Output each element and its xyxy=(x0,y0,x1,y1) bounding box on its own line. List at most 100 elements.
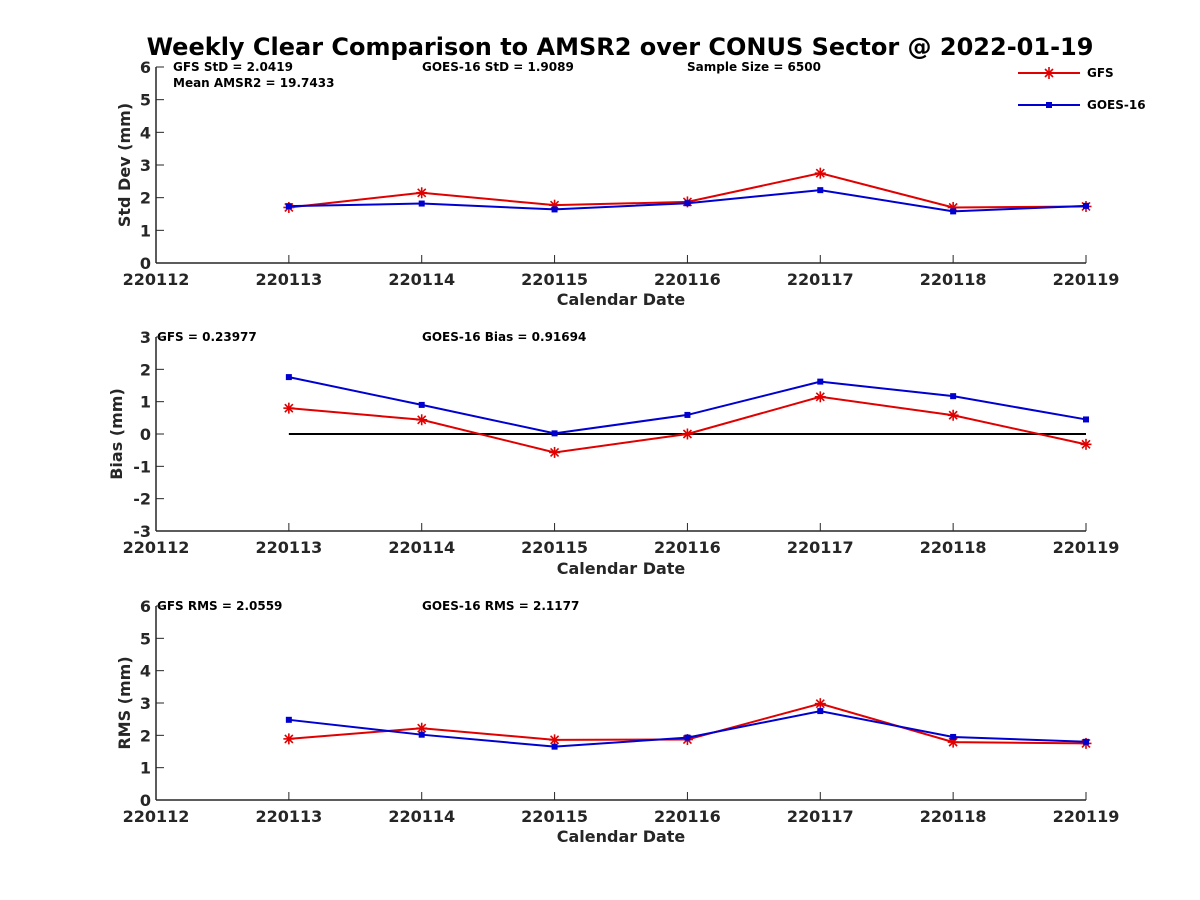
data-point-goes-16 xyxy=(950,393,957,400)
x-tick-label: 220117 xyxy=(787,538,854,557)
x-tick-label: 220116 xyxy=(654,807,721,826)
y-tick-label: -3 xyxy=(133,522,151,541)
y-tick-label: 2 xyxy=(140,726,151,745)
data-point-gfs xyxy=(681,428,693,440)
star-marker-stroke xyxy=(550,735,560,745)
legend-gfs-label: GFS xyxy=(1087,66,1114,80)
x-tick-label: 220119 xyxy=(1053,270,1120,289)
y-tick-label: 2 xyxy=(140,360,151,379)
y-tick-label: 4 xyxy=(140,662,151,681)
star-marker-stroke xyxy=(417,415,427,425)
panel-2: -3 -2 -1 0 1 2 3 220112 220113 220114 220115 220116… xyxy=(107,328,1119,578)
x-tick-label: 220112 xyxy=(123,270,190,289)
panel-1: 0 1 2 3 4 5 6 220112 220113 220114 220115 220116 220… xyxy=(115,58,1119,309)
data-point-goes-16 xyxy=(684,200,691,207)
star-marker-stroke xyxy=(417,723,427,733)
star-marker-stroke xyxy=(417,188,427,198)
data-point-gfs xyxy=(549,446,561,458)
data-point-goes-16 xyxy=(817,708,824,715)
data-point-goes-16 xyxy=(1083,416,1089,423)
data-point-goes-16 xyxy=(684,411,691,418)
y-tick-label: 1 xyxy=(140,759,151,778)
y-tick-label: 6 xyxy=(140,597,151,616)
annotation-gfs-bias: GFS = 0.23977 xyxy=(157,330,257,344)
data-point-goes-16 xyxy=(418,731,425,738)
data-point-gfs xyxy=(416,187,428,199)
data-point-goes-16 xyxy=(285,716,292,723)
legend-gfs-star-icon xyxy=(1043,67,1055,79)
y-tick-label: 5 xyxy=(140,91,151,110)
x-tick-label: 220112 xyxy=(123,538,190,557)
data-point-goes-16 xyxy=(551,430,558,437)
y-axis-label: Std Dev (mm) xyxy=(115,103,134,227)
chart-title: Weekly Clear Comparison to AMSR2 over CO… xyxy=(147,33,1094,61)
series-line-gfs xyxy=(288,395,1087,454)
data-point-gfs xyxy=(549,734,561,746)
data-point-goes-16 xyxy=(418,401,425,408)
star-marker-stroke xyxy=(682,429,692,439)
x-axis-label: Calendar Date xyxy=(557,559,686,578)
annotation-sample-size: Sample Size = 6500 xyxy=(687,60,821,74)
star-marker-stroke xyxy=(948,410,958,420)
legend-goes-square-icon xyxy=(1046,102,1052,108)
legend: GFS GOES-16 xyxy=(1018,66,1146,112)
series-line-goes-16 xyxy=(288,376,1087,435)
x-tick-label: 220114 xyxy=(388,270,455,289)
data-point-goes-16 xyxy=(418,200,425,207)
x-tick-label: 220118 xyxy=(920,270,987,289)
x-tick-label: 220113 xyxy=(255,538,322,557)
data-point-goes-16 xyxy=(684,734,691,741)
y-tick-label: -1 xyxy=(133,457,151,476)
y-tick-label: -2 xyxy=(133,490,151,509)
data-point-gfs xyxy=(814,391,826,403)
data-point-goes-16 xyxy=(950,733,957,740)
y-tick-label: 5 xyxy=(140,629,151,648)
y-tick-label: 4 xyxy=(140,123,151,142)
y-tick-label: 1 xyxy=(140,393,151,412)
star-marker-stroke xyxy=(815,392,825,402)
x-tick-label: 220115 xyxy=(521,538,588,557)
annotation-gfs-std: GFS StD = 2.0419 xyxy=(173,60,293,74)
y-tick-label: 1 xyxy=(140,221,151,240)
legend-goes-label: GOES-16 xyxy=(1087,98,1146,112)
data-point-goes-16 xyxy=(950,208,957,215)
annotation-gfs-rms: GFS RMS = 2.0559 xyxy=(157,599,282,613)
data-point-gfs xyxy=(416,722,428,734)
x-tick-label: 220116 xyxy=(654,538,721,557)
x-tick-label: 220117 xyxy=(787,270,854,289)
data-point-gfs xyxy=(283,733,295,745)
data-point-gfs xyxy=(947,409,959,421)
data-point-gfs xyxy=(1080,438,1092,450)
y-tick-label: 0 xyxy=(140,425,151,444)
y-tick-label: 3 xyxy=(140,694,151,713)
data-point-goes-16 xyxy=(817,187,824,194)
x-tick-label: 220112 xyxy=(123,807,190,826)
data-point-goes-16 xyxy=(1083,202,1089,209)
data-point-gfs xyxy=(283,402,295,414)
y-tick-label: 3 xyxy=(140,328,151,347)
x-tick-label: 220114 xyxy=(388,807,455,826)
x-tick-label: 220113 xyxy=(255,807,322,826)
x-tick-label: 220114 xyxy=(388,538,455,557)
x-axis-label: Calendar Date xyxy=(557,290,686,309)
x-axis-label: Calendar Date xyxy=(557,827,686,846)
panel-3: 0 1 2 3 4 5 6 220112 220113 220114 220115 220116 220… xyxy=(115,597,1119,846)
x-tick-label: 220115 xyxy=(521,807,588,826)
x-tick-label: 220117 xyxy=(787,807,854,826)
y-tick-label: 3 xyxy=(140,156,151,175)
x-tick-label: 220118 xyxy=(920,807,987,826)
star-marker-stroke xyxy=(815,168,825,178)
data-point-goes-16 xyxy=(817,378,824,385)
data-point-gfs xyxy=(814,167,826,179)
y-tick-label: 0 xyxy=(140,254,151,273)
annotation-goes-rms: GOES-16 RMS = 2.1177 xyxy=(422,599,579,613)
data-point-goes-16 xyxy=(551,743,558,750)
y-tick-label: 2 xyxy=(140,189,151,208)
data-point-gfs xyxy=(416,414,428,426)
y-tick-label: 0 xyxy=(140,791,151,810)
data-point-goes-16 xyxy=(1083,738,1089,745)
annotation-goes-bias: GOES-16 Bias = 0.91694 xyxy=(422,330,586,344)
x-tick-label: 220115 xyxy=(521,270,588,289)
data-point-goes-16 xyxy=(285,203,292,210)
